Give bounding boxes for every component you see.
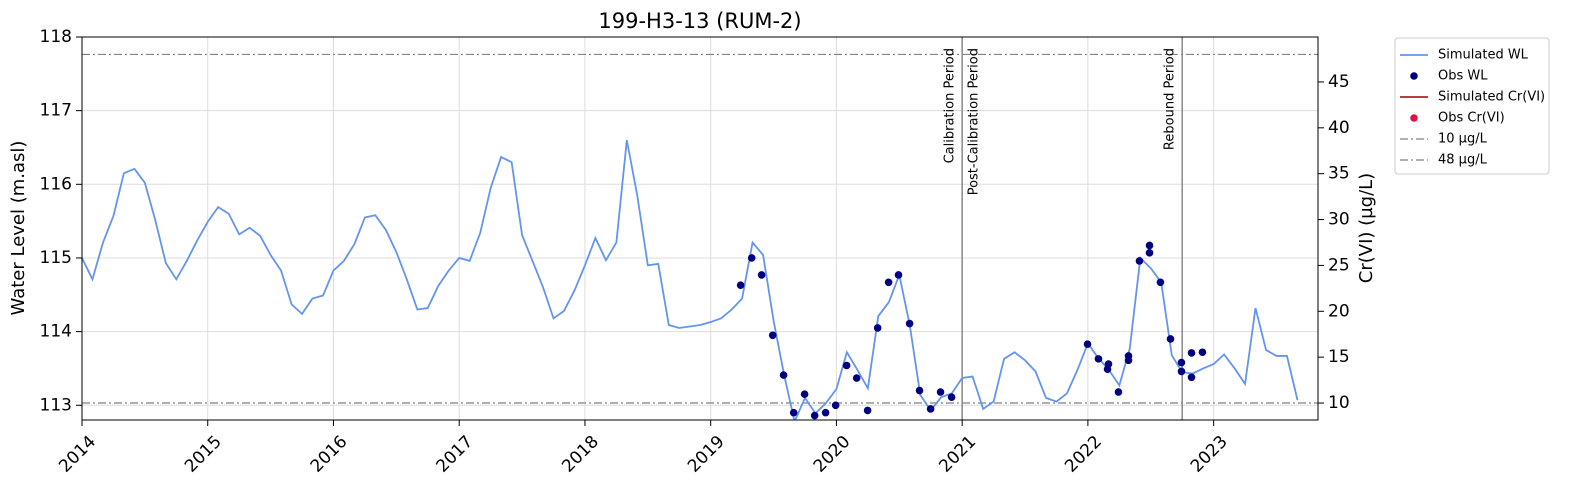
data-point [1103, 365, 1112, 373]
legend-symbol [1410, 72, 1418, 80]
x-tick-label: 2017 [432, 432, 477, 477]
x-tick-label: 2023 [1187, 432, 1232, 477]
y2-tick-label: 15 [1328, 347, 1350, 367]
period-label: Calibration Period [943, 48, 958, 163]
x-tick-label: 2015 [181, 432, 226, 477]
data-point [947, 393, 956, 401]
plot-area [82, 37, 1318, 420]
x-tick-label: 2020 [810, 432, 855, 477]
chart-title: 199-H3-13 (RUM-2) [598, 9, 801, 33]
data-point [1156, 278, 1165, 287]
x-tick-label: 2016 [307, 432, 352, 477]
x-tick-label: 2019 [684, 432, 729, 477]
data-point [1124, 356, 1133, 365]
x-tick-label: 2021 [935, 432, 980, 477]
data-point [789, 408, 798, 417]
data-point [1094, 355, 1103, 363]
data-point [863, 406, 872, 415]
legend-box [1394, 37, 1550, 175]
legend-label: Simulated WL [1438, 48, 1529, 63]
data-point [873, 324, 882, 332]
legend-label: Obs Cr(VI) [1438, 111, 1505, 126]
y-tick-label: 118 [40, 27, 72, 47]
data-point [736, 281, 745, 290]
data-point [1177, 358, 1186, 367]
data-point [1145, 241, 1154, 250]
data-point [1187, 373, 1196, 382]
y-axis-label: Water Level (m.asl) [8, 141, 29, 316]
y-tick-label: 114 [40, 322, 72, 342]
data-point [905, 319, 914, 328]
data-point [1177, 367, 1186, 376]
data-point [757, 271, 766, 279]
y-tick-label: 115 [40, 248, 72, 268]
data-point [800, 390, 809, 399]
data-point [1198, 348, 1207, 357]
data-point [915, 386, 924, 395]
data-point [1187, 349, 1196, 357]
legend-label: Obs WL [1438, 69, 1488, 84]
data-point [1166, 335, 1175, 343]
y-tick-label: 116 [40, 174, 72, 194]
y2-tick-label: 40 [1328, 118, 1350, 138]
x-tick-label: 2018 [558, 432, 603, 477]
y2-axis-label: Cr(VI) (µg/L) [1356, 173, 1377, 283]
y-tick-label: 113 [40, 395, 72, 415]
data-point [1114, 388, 1123, 396]
grid [81, 36, 1318, 420]
legend-symbol [1410, 114, 1418, 122]
data-point [884, 278, 893, 287]
data-point [768, 331, 777, 340]
data-point [894, 271, 903, 279]
legend: Simulated WL Obs WL Simulated Cr(VI) Obs Cr… [1394, 37, 1550, 175]
data-point [1083, 340, 1092, 348]
y2-tick-label: 45 [1328, 72, 1350, 92]
period-label: Post-Calibration Period [967, 48, 982, 195]
data-point [842, 361, 851, 370]
y2-tick-label: 25 [1328, 255, 1350, 275]
series-line [82, 139, 1299, 420]
legend-label: Simulated Cr(VI) [1438, 90, 1545, 105]
data-point [831, 401, 840, 410]
y2-tick-label: 30 [1328, 210, 1350, 230]
y2-tick-label: 10 [1328, 393, 1350, 413]
data-point [936, 388, 945, 396]
data-point [1145, 249, 1154, 257]
x-tick-label: 2014 [55, 432, 100, 477]
data-point [821, 408, 830, 417]
plot-frame [81, 36, 1319, 421]
y2-tick-label: 20 [1328, 301, 1350, 321]
y2-tick-label: 35 [1328, 164, 1350, 184]
data-point [926, 405, 935, 413]
data-point [852, 374, 861, 382]
legend-label: 48 µg/L [1438, 153, 1488, 168]
x-tick-label: 2022 [1061, 432, 1106, 477]
data-point [747, 254, 756, 262]
period-label: Rebound Period [1163, 48, 1178, 150]
legend-label: 10 µg/L [1438, 132, 1488, 147]
data-point [779, 371, 788, 379]
y-tick-label: 117 [40, 101, 72, 121]
data-point [810, 411, 819, 420]
data-point [1135, 257, 1144, 265]
